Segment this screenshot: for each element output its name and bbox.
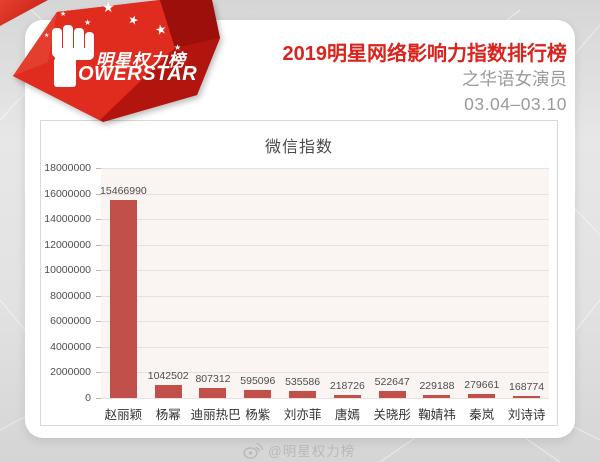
bar-slot: 807312: [191, 373, 236, 398]
bar: [423, 395, 451, 398]
y-axis-tick-label: 2000000: [50, 366, 91, 378]
header: 2019明星网络影响力指数排行榜 之华语女演员 03.04–03.10: [283, 41, 568, 117]
plot-area: 15466990 1042502 807312 595096 535586 218726 5…: [96, 168, 549, 399]
gridline: [96, 296, 549, 297]
bar: [154, 385, 182, 398]
star-icon: ★: [60, 11, 67, 18]
star-icon: ★: [174, 43, 182, 52]
bar-slot: 218726: [325, 380, 370, 398]
x-axis-label: 秦岚: [469, 408, 495, 422]
gridline: [96, 194, 549, 195]
bar-value-label: 807312: [195, 373, 231, 385]
gridline: [96, 321, 549, 322]
gridline: [96, 347, 549, 348]
x-axis-label: 杨幂: [155, 408, 181, 422]
gridline: [96, 398, 549, 399]
logo-brand-en: OWERSTAR: [78, 63, 198, 85]
bar: [513, 396, 541, 398]
gridline: [96, 372, 549, 373]
y-axis-tick-label: 12000000: [44, 239, 91, 251]
bar-value-label: 229188: [419, 380, 455, 392]
bar: [244, 390, 272, 398]
x-axis-label: 关晓彤: [373, 408, 411, 422]
bar-slot: 229188: [415, 380, 460, 398]
chart-title: 微信指数: [264, 139, 333, 156]
bar-slot: 15466990: [100, 185, 147, 398]
watermark-text: @明星权力榜: [268, 444, 356, 459]
x-axis-label: 迪丽热巴: [190, 408, 241, 422]
bar: [109, 200, 137, 398]
y-axis-tick-label: 6000000: [50, 315, 91, 327]
page-title: 2019明星网络影响力指数排行榜: [282, 43, 568, 65]
star-icon: ★: [84, 18, 92, 27]
x-axis-label: 唐嫣: [334, 408, 360, 422]
y-axis-tick-label: 16000000: [44, 188, 91, 200]
bar-slot: 595096: [235, 375, 280, 398]
bar-value-label: 595096: [240, 375, 276, 387]
bar-slot: 535586: [280, 376, 325, 398]
bars: 15466990 1042502 807312 595096 535586 218726 5…: [100, 168, 549, 398]
x-axis-label: 鞠婧祎: [418, 408, 456, 422]
bar-value-label: 279661: [464, 379, 500, 391]
x-axis-label: 杨紫: [245, 408, 271, 422]
page-subtitle: 之华语女演员: [462, 69, 567, 89]
x-axis-label: 刘亦菲: [283, 408, 322, 422]
bar-slot: 522647: [370, 376, 415, 398]
bar: [199, 388, 227, 398]
x-axis-label: 赵丽颖: [104, 408, 143, 422]
bar-value-label: 15466990: [100, 185, 147, 197]
star-icon: ★: [102, 0, 115, 15]
y-axis-tick-label: 4000000: [50, 341, 91, 353]
wechat-index-chart: 微信指数 15466990 1042502 807312 595096 535586 21…: [40, 120, 558, 426]
y-axis-tick-label: 8000000: [50, 290, 91, 302]
bar-value-label: 168774: [509, 381, 545, 393]
watermark: @明星权力榜: [243, 440, 355, 460]
gridline: [96, 245, 549, 246]
y-axis-tick-label: 0: [85, 392, 91, 404]
bar: [468, 394, 496, 398]
bar: [289, 391, 317, 398]
fist-icon: [52, 25, 94, 87]
x-axis-labels: 赵丽颖 杨幂 迪丽热巴 杨紫 刘亦菲 唐嫣 关晓彤 鞠婧祎 秦岚 刘诗诗: [101, 404, 549, 423]
gridline: [96, 270, 549, 271]
bar: [333, 395, 361, 398]
bar-slot: 1042502: [146, 370, 191, 398]
x-axis-label: 刘诗诗: [507, 408, 546, 422]
logo-brand-cn: 明星权力榜: [96, 51, 186, 70]
weibo-icon: [243, 442, 263, 459]
y-axis-tick-label: 14000000: [44, 213, 91, 225]
bar-value-label: 1042502: [147, 370, 189, 382]
gridline: [96, 219, 549, 220]
bar-value-label: 522647: [374, 376, 410, 388]
bar-value-label: 535586: [285, 376, 321, 388]
gridline: [96, 168, 549, 169]
bar-slot: 279661: [459, 379, 504, 398]
bar-slot: 168774: [504, 381, 549, 398]
date-range: 03.04–03.10: [464, 94, 567, 114]
y-axis-tick-label: 10000000: [44, 264, 91, 276]
star-icon: ★: [44, 33, 50, 39]
bar-value-label: 218726: [329, 380, 365, 392]
y-axis-tick-label: 18000000: [44, 162, 91, 174]
star-icon: ★: [153, 20, 169, 39]
bar: [378, 391, 406, 398]
powerstar-logo: ★ ★ ★ ★ ★ ★ ★ 明星权力榜 OWERSTAR: [0, 0, 232, 128]
